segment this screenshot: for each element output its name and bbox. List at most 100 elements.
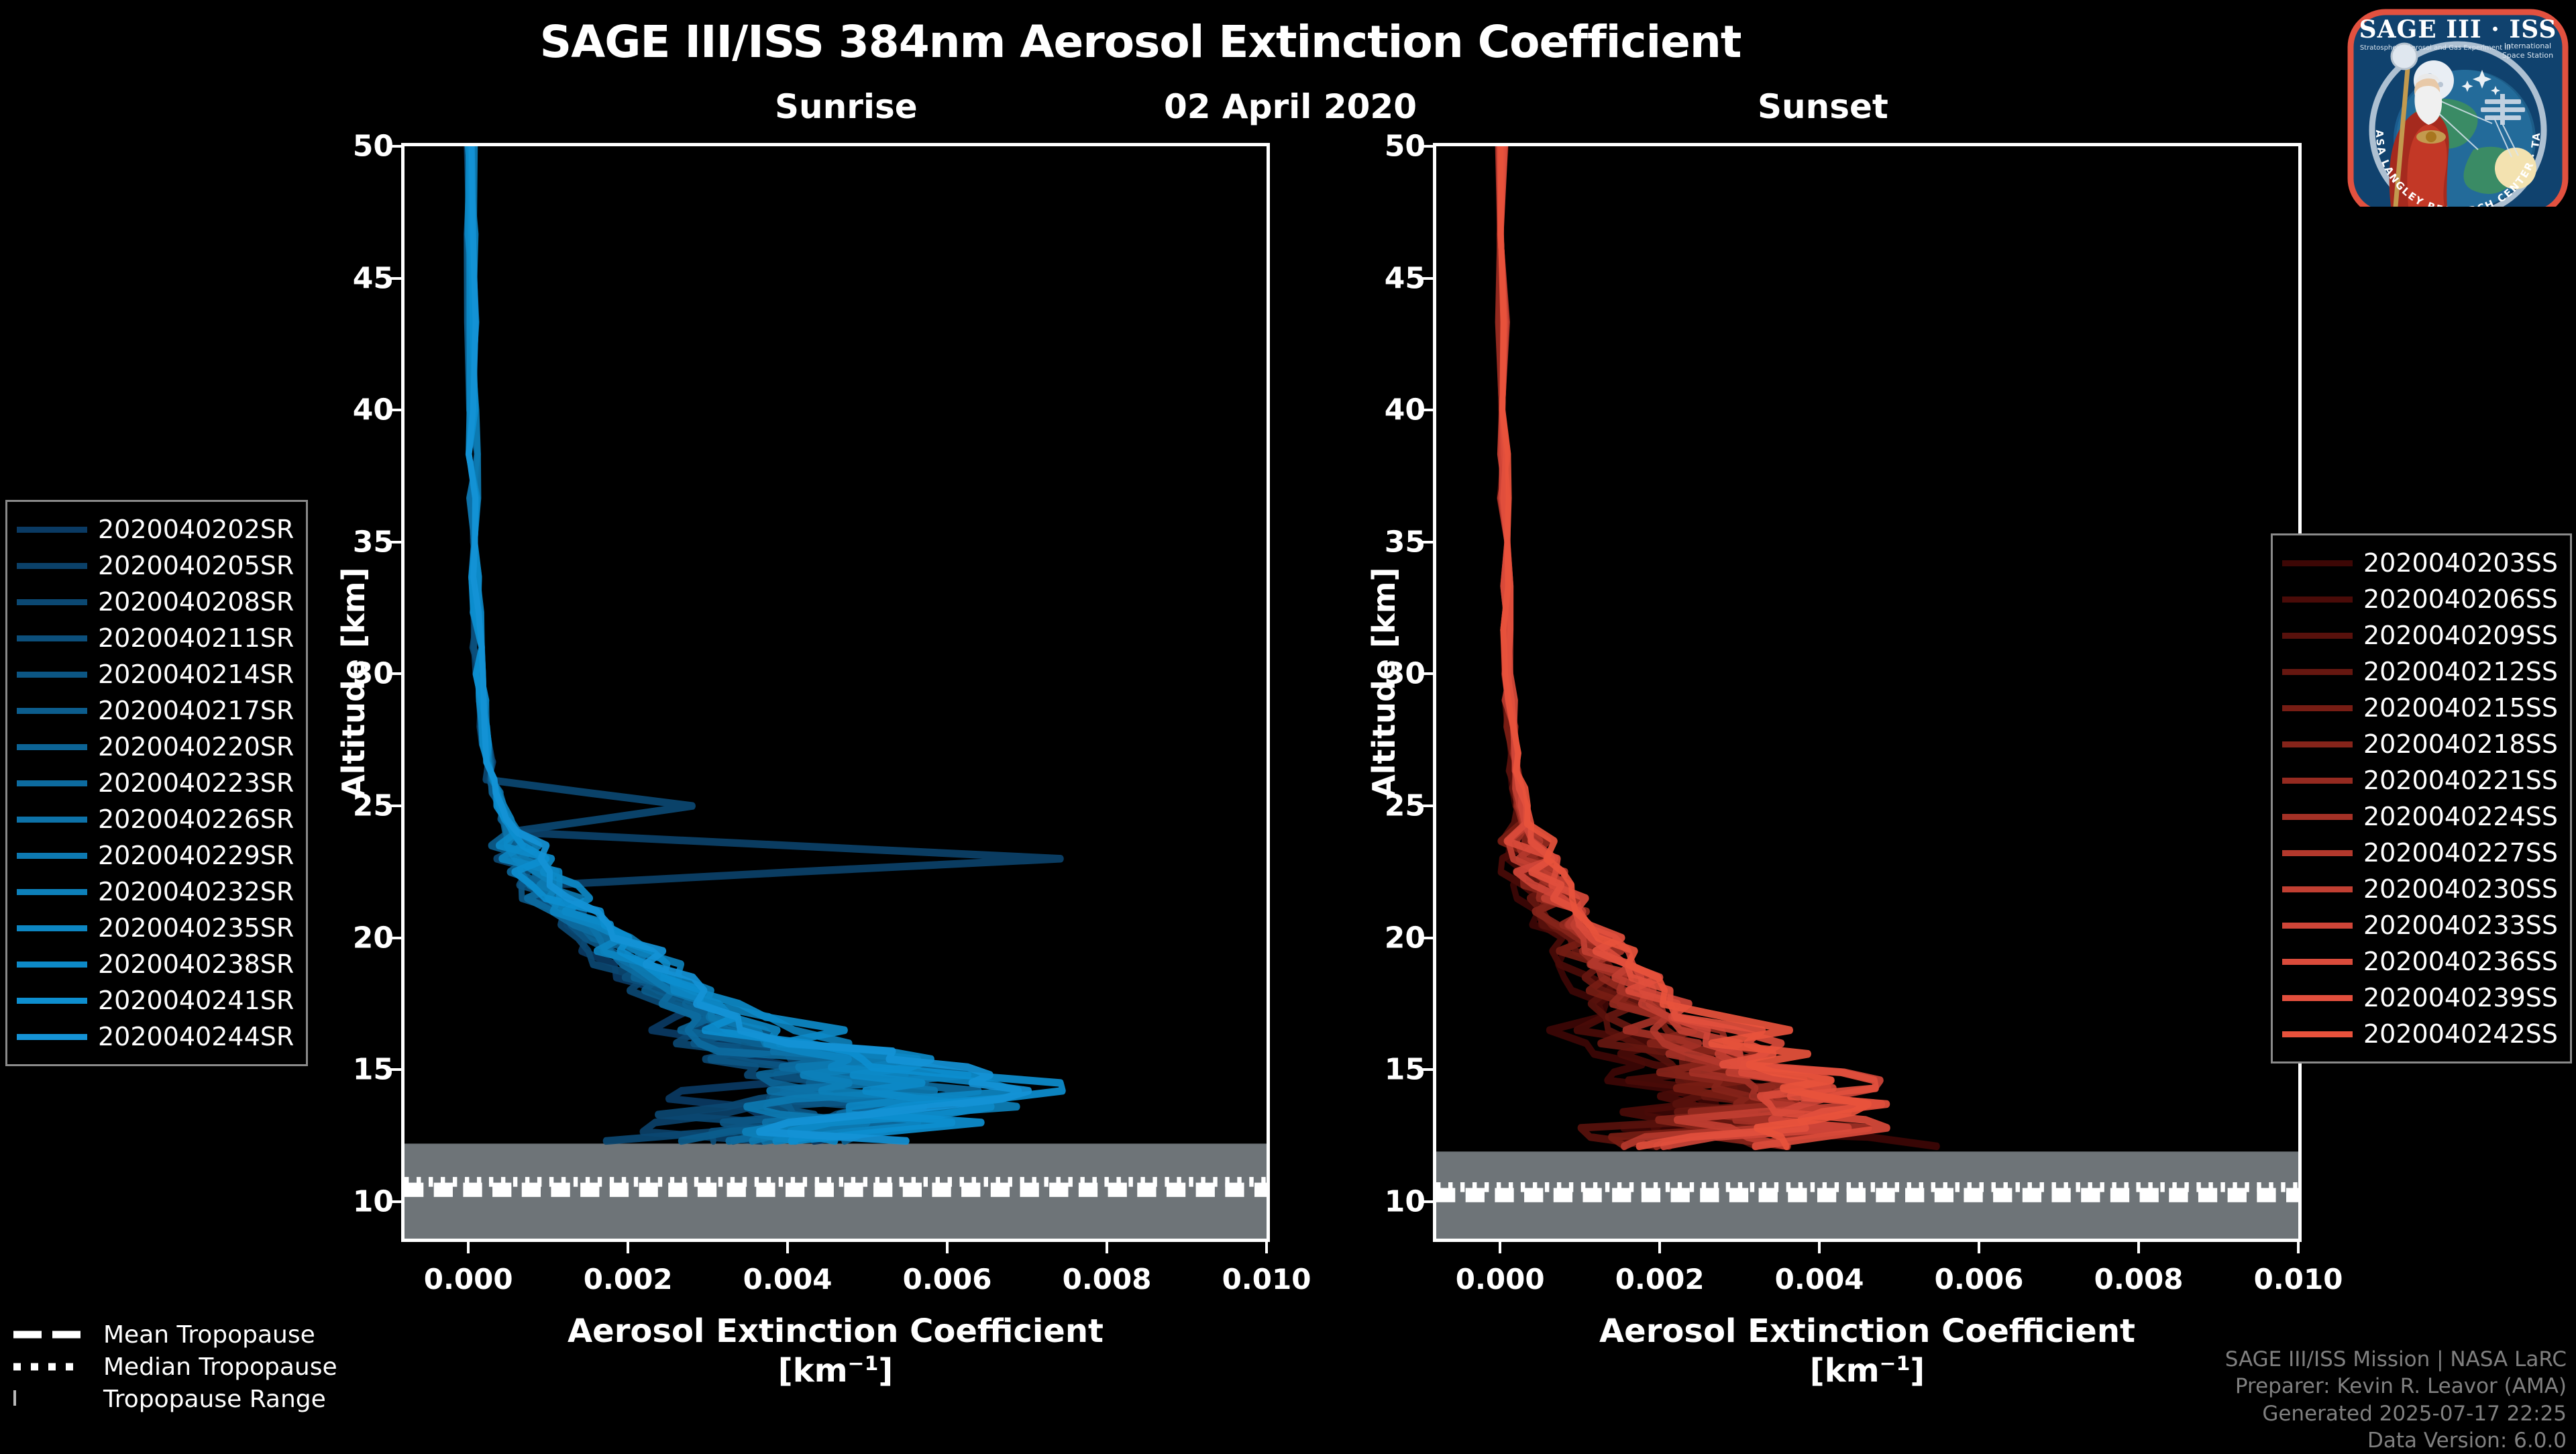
y-axis-tick-label: 25 xyxy=(352,788,394,823)
legend-color-swatch xyxy=(2282,632,2353,639)
legend-color-swatch xyxy=(2282,560,2353,566)
unit-exponent: −1 xyxy=(1879,1351,1911,1375)
legend-item[interactable]: 2020040208SR xyxy=(17,584,294,620)
legend-item-label: 2020040217SR xyxy=(98,696,294,725)
dashed-line-icon xyxy=(13,1327,89,1342)
legend-color-swatch xyxy=(17,562,87,569)
sunrise-x-axis-label: Aerosol Extinction Coefficient [km−1] xyxy=(401,1312,1270,1390)
legend-color-swatch xyxy=(17,888,87,895)
y-axis-tick-mark xyxy=(1421,276,1436,280)
legend-color-swatch xyxy=(17,780,87,786)
legend-item-label: 2020040244SR xyxy=(98,1022,294,1051)
patch-subtitle-left: Stratospheric Aerosol and Gas Experiment… xyxy=(2360,44,2510,52)
legend-item-label: 2020040241SR xyxy=(98,986,294,1015)
data-series-line xyxy=(466,146,1032,1145)
legend-item[interactable]: 2020040232SR xyxy=(17,874,294,910)
legend-item-label: 2020040209SS xyxy=(2363,621,2559,650)
y-axis-tick-label: 40 xyxy=(352,393,394,427)
legend-item[interactable]: 2020040202SR xyxy=(17,511,294,548)
x-axis-tick-mark xyxy=(1978,1239,1981,1253)
mean-tropopause-label: Mean Tropopause xyxy=(103,1320,315,1349)
legend-item[interactable]: 2020040233SS xyxy=(2282,907,2558,943)
y-axis-tick-mark xyxy=(1421,409,1436,412)
legend-item[interactable]: 2020040230SS xyxy=(2282,871,2558,907)
legend-color-swatch xyxy=(17,852,87,859)
legend-item[interactable]: 2020040215SS xyxy=(2282,690,2558,726)
legend-item[interactable]: 2020040203SS xyxy=(2282,545,2558,581)
y-axis-tick-mark xyxy=(390,145,405,148)
legend-item[interactable]: 2020040209SS xyxy=(2282,617,2558,654)
legend-item[interactable]: 2020040205SR xyxy=(17,548,294,584)
legend-color-swatch xyxy=(2282,705,2353,711)
y-axis-tick-label: 35 xyxy=(352,525,394,560)
legend-item-tropopause-range: Tropopause Range xyxy=(13,1383,337,1415)
legend-item-label: 2020040206SS xyxy=(2363,584,2559,614)
legend-item[interactable]: 2020040235SR xyxy=(17,910,294,946)
legend-item[interactable]: 2020040238SR xyxy=(17,946,294,982)
legend-item[interactable]: 2020040212SS xyxy=(2282,654,2558,690)
legend-item-label: 2020040220SR xyxy=(98,732,294,762)
legend-item[interactable]: 2020040229SR xyxy=(17,837,294,874)
x-axis-tick-mark xyxy=(786,1239,790,1253)
y-axis-tick-mark xyxy=(1421,1200,1436,1203)
legend-color-swatch xyxy=(17,997,87,1004)
y-axis-tick-mark xyxy=(390,409,405,412)
legend-item[interactable]: 2020040221SS xyxy=(2282,762,2558,798)
legend-color-swatch xyxy=(2282,813,2353,820)
x-axis-tick-label: 0.002 xyxy=(1615,1263,1705,1296)
legend-color-swatch xyxy=(17,925,87,931)
legend-item-label: 2020040218SS xyxy=(2363,729,2559,759)
y-axis-tick-mark xyxy=(390,1068,405,1072)
sage-iii-iss-mission-patch-icon: SAGE III · ISS Stratospheric Aerosol and… xyxy=(2302,5,2569,207)
legend-item[interactable]: 2020040214SR xyxy=(17,656,294,692)
legend-item[interactable]: 2020040239SS xyxy=(2282,980,2558,1016)
date-subtitle: 02 April 2020 xyxy=(1164,87,1417,126)
y-axis-tick-mark xyxy=(390,936,405,939)
legend-item[interactable]: 2020040226SR xyxy=(17,801,294,837)
median-tropopause-label: Median Tropopause xyxy=(103,1353,337,1381)
sunrise-plot: 10 15 20 25 30 35 40 45 50 0.000 0.002 0.004 0.006 0.… xyxy=(353,129,1311,1296)
y-axis-tick-mark xyxy=(390,1200,405,1203)
legend-item[interactable]: 2020040242SS xyxy=(2282,1016,2558,1052)
y-axis-tick-mark xyxy=(1421,145,1436,148)
legend-item[interactable]: 2020040223SR xyxy=(17,765,294,801)
x-axis-tick-label: 0.002 xyxy=(583,1263,673,1296)
sunset-subtitle: Sunset xyxy=(1758,87,1888,126)
legend-item-label: 2020040211SR xyxy=(98,623,294,653)
legend-item-label: 2020040212SS xyxy=(2363,657,2559,686)
y-axis-tick-mark xyxy=(390,276,405,280)
legend-color-swatch xyxy=(2282,1031,2353,1037)
legend-item[interactable]: 2020040206SS xyxy=(2282,581,2558,617)
x-axis-tick-label: 0.008 xyxy=(1062,1263,1152,1296)
legend-color-swatch xyxy=(17,1033,87,1040)
y-axis-tick-mark xyxy=(1421,936,1436,939)
sunset-x-axis-unit: [km−1] xyxy=(1433,1351,2302,1391)
legend-item[interactable]: 2020040236SS xyxy=(2282,943,2558,980)
legend-item[interactable]: 2020040224SS xyxy=(2282,798,2558,835)
legend-color-swatch xyxy=(17,599,87,605)
y-axis-tick-mark xyxy=(1421,804,1436,808)
legend-item[interactable]: 2020040218SS xyxy=(2282,726,2558,762)
legend-color-swatch xyxy=(2282,596,2353,603)
legend-item-label: 2020040227SS xyxy=(2363,838,2559,868)
x-axis-tick-mark xyxy=(627,1239,630,1253)
legend-item[interactable]: 2020040241SR xyxy=(17,982,294,1019)
legend-item-label: 2020040205SR xyxy=(98,551,294,580)
legend-item[interactable]: 2020040220SR xyxy=(17,729,294,765)
x-axis-tick-label: 0.006 xyxy=(1934,1263,2024,1296)
legend-item[interactable]: 2020040217SR xyxy=(17,692,294,729)
legend-color-swatch xyxy=(2282,668,2353,675)
legend-item[interactable]: 2020040211SR xyxy=(17,620,294,656)
y-axis-tick-label: 30 xyxy=(1384,656,1426,691)
y-axis-tick-label: 30 xyxy=(352,656,394,691)
legend-item[interactable]: 2020040227SS xyxy=(2282,835,2558,871)
legend-color-swatch xyxy=(17,961,87,968)
legend-item[interactable]: 2020040244SR xyxy=(17,1019,294,1055)
legend-item-label: 2020040233SS xyxy=(2363,911,2559,940)
unit-base: [km xyxy=(1809,1351,1880,1390)
x-axis-tick-label: 0.008 xyxy=(2094,1263,2184,1296)
x-axis-tick-label: 0.010 xyxy=(2253,1263,2343,1296)
legend-item-label: 2020040221SS xyxy=(2363,766,2559,795)
x-axis-tick-label: 0.000 xyxy=(423,1263,513,1296)
sunset-plot-area xyxy=(1436,146,2298,1239)
